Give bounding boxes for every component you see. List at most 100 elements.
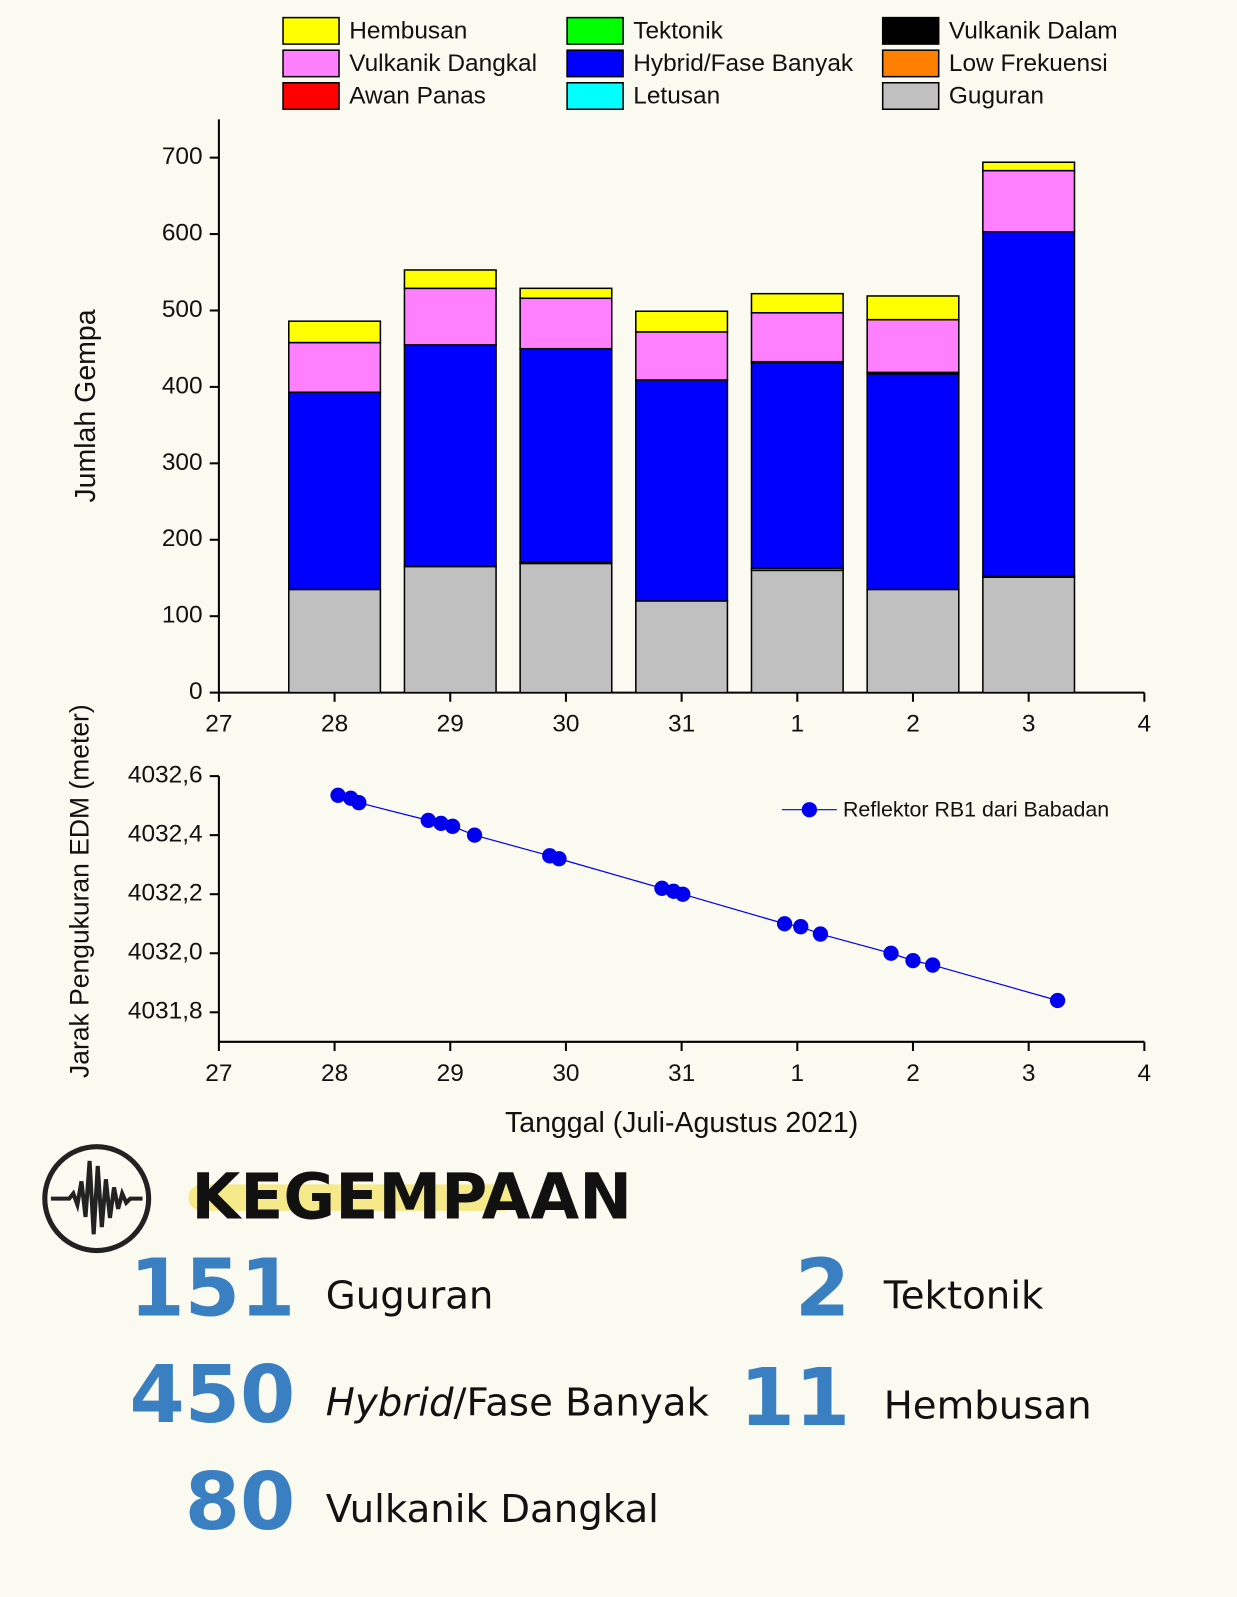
legend-swatch <box>282 16 340 45</box>
legend-swatch <box>881 82 940 111</box>
title-highlight <box>188 1184 517 1211</box>
point <box>551 851 567 867</box>
info-label: Tektonik <box>883 1273 1044 1318</box>
info-label-text: Hembusan <box>884 1383 1092 1428</box>
x-tick-label: 1 <box>791 711 805 738</box>
legend-swatch <box>566 82 624 111</box>
y-tick-label: 300 <box>162 449 203 476</box>
point <box>1049 992 1066 1009</box>
point <box>351 795 367 811</box>
bar-segment <box>750 361 844 569</box>
y-tick-label: 4032,2 <box>128 880 203 907</box>
legend-label: Tektonik <box>633 17 723 44</box>
y-tick-label: 0 <box>189 678 203 705</box>
x-tick-label: 3 <box>1022 1060 1036 1087</box>
x-tick-label: 29 <box>437 711 464 738</box>
x-tick-label: 31 <box>668 1060 695 1087</box>
legend-marker <box>801 802 818 818</box>
y-tick-label: 500 <box>162 296 203 323</box>
x-tick-label: 28 <box>321 711 348 738</box>
bar-segment <box>287 391 382 591</box>
point <box>654 880 670 896</box>
bar-segment <box>866 295 960 321</box>
y-tick-label: 4032,4 <box>128 821 203 848</box>
legend-label: Hybrid/Fase Banyak <box>633 50 854 77</box>
point <box>466 827 483 843</box>
y-tick-label: 400 <box>162 372 203 399</box>
bar-segment <box>635 310 729 333</box>
bar-segment <box>403 269 497 290</box>
x-tick-label: 30 <box>552 1060 579 1087</box>
bar-segment <box>982 231 1076 577</box>
y-tick-label: 700 <box>162 143 203 170</box>
x-tick-label: 2 <box>906 1060 920 1087</box>
bar-segment <box>982 576 1076 694</box>
point <box>812 926 829 942</box>
legend-label: Awan Panas <box>349 82 486 109</box>
point <box>420 812 436 829</box>
legend-swatch <box>566 49 624 78</box>
y-axis-label: Jumlah Gempa <box>70 309 102 502</box>
y-tick-label: 100 <box>162 602 203 629</box>
point <box>793 919 809 935</box>
info-number: 450 <box>129 1348 295 1441</box>
legend-swatch <box>566 16 624 45</box>
point <box>444 818 461 834</box>
info-label-text: Vulkanik Dangkal <box>326 1487 659 1532</box>
bar-segment <box>287 341 382 394</box>
y-tick-label: 4032,0 <box>128 939 203 966</box>
x-tick-label: 28 <box>321 1060 348 1087</box>
bar-segment <box>287 320 382 344</box>
bar-segment <box>866 373 960 591</box>
x-tick-label: 3 <box>1022 711 1036 738</box>
bar-segment <box>866 588 960 694</box>
seismo-icon <box>42 1144 152 1254</box>
y-axis-label: Jarak Pengukuran EDM (meter) <box>64 704 94 1078</box>
y-tick-label: 4032,6 <box>128 762 203 789</box>
x-tick-label: 29 <box>437 1060 464 1087</box>
info-label: Hembusan <box>884 1383 1092 1428</box>
info-label-text: Guguran <box>326 1273 494 1318</box>
legend-swatch <box>881 49 940 78</box>
y-tick-label: 200 <box>162 525 203 552</box>
point <box>330 787 346 803</box>
bar-segment <box>635 600 729 694</box>
x-tick-label: 31 <box>668 711 695 738</box>
point <box>883 945 899 961</box>
info-label: Vulkanik Dangkal <box>326 1487 659 1532</box>
info-number: 2 <box>795 1241 850 1334</box>
point <box>925 957 941 973</box>
info-label: Guguran <box>326 1273 494 1318</box>
legend-label: Reflektor RB1 dari Babadan <box>843 797 1109 821</box>
x-axis-label: Tanggal (Juli-Agustus 2021) <box>505 1107 858 1139</box>
bar-segment <box>750 312 844 363</box>
point <box>905 952 921 969</box>
legend-label: Low Frekuensi <box>949 50 1108 77</box>
legend-swatch <box>282 49 340 78</box>
legend-label: Letusan <box>633 82 720 109</box>
point <box>675 886 691 902</box>
info-number: 80 <box>185 1455 296 1548</box>
legend-swatch <box>282 82 340 111</box>
info-label-em: Hybrid <box>326 1380 454 1425</box>
info-label-text: /Fase Banyak <box>454 1380 710 1425</box>
y-tick-label: 4031,8 <box>128 998 203 1025</box>
bar-segment <box>519 347 613 563</box>
bar-segment <box>866 318 960 374</box>
bar-segment <box>750 569 844 694</box>
y-tick-label: 600 <box>162 220 203 247</box>
bar-segment <box>519 562 613 694</box>
bar-segment <box>982 169 1076 233</box>
legend-label: Vulkanik Dangkal <box>349 50 537 77</box>
point <box>433 815 449 831</box>
x-tick-label: 27 <box>205 1060 232 1087</box>
x-tick-label: 30 <box>552 711 579 738</box>
info-number: 11 <box>740 1351 851 1444</box>
bar-segment <box>287 588 382 694</box>
bar-segment <box>982 161 1076 172</box>
bar-segment <box>403 565 497 694</box>
bar-segment <box>750 292 844 314</box>
legend-label: Guguran <box>949 82 1044 109</box>
x-tick-label: 2 <box>906 711 920 738</box>
